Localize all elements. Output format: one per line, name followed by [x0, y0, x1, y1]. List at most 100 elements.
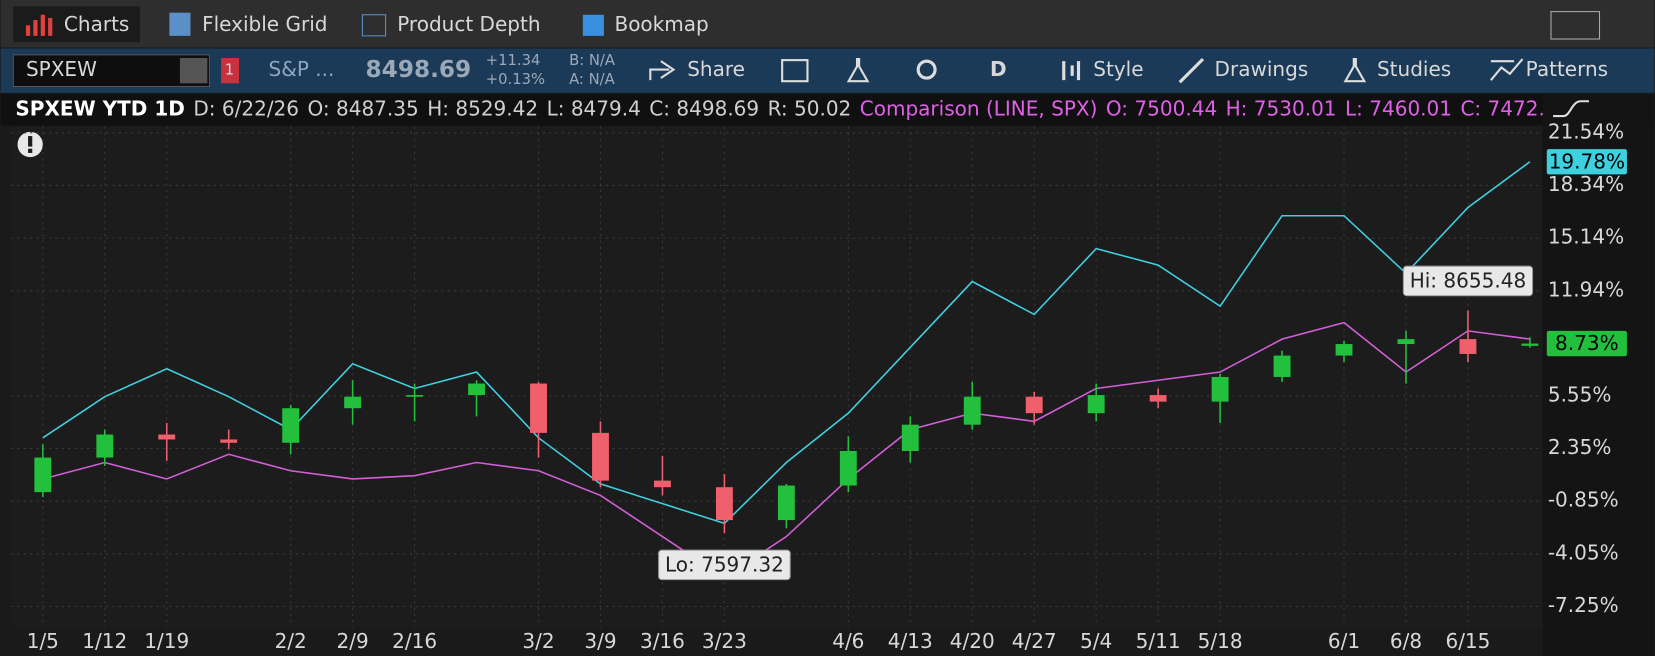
ask: A: N/A — [569, 71, 615, 88]
badge[interactable] — [221, 58, 239, 84]
y-tick-label: -0.85% — [1548, 488, 1619, 512]
candle-body — [654, 480, 671, 488]
y-tick-label: 11.94% — [1548, 277, 1624, 301]
candle-body — [901, 424, 919, 451]
tab[interactable]: Charts — [64, 12, 129, 36]
y-axis-panel — [1542, 93, 1655, 656]
header-field: O: 8487.35 — [307, 96, 418, 120]
drawings-icon — [1178, 57, 1205, 84]
tab[interactable]: Flexible Grid — [202, 12, 327, 36]
flask-icon[interactable] — [846, 58, 870, 83]
header-field: C: 8498.69 — [649, 96, 759, 120]
last-price: 8498.69 — [366, 56, 472, 83]
header-field: L: 7460.01 — [1345, 96, 1452, 120]
y-tick-label: 21.54% — [1548, 119, 1624, 143]
bid: B: N/A — [569, 52, 615, 69]
candle-body — [1087, 395, 1105, 414]
x-tick-label: 4/6 — [832, 629, 864, 653]
annotation: Hi: 8655.48 — [1410, 269, 1527, 293]
candle-body — [1521, 343, 1539, 346]
symbol-box[interactable] — [12, 54, 210, 88]
patterns-icon — [1490, 58, 1524, 81]
header-field: L: 8479.4 — [547, 96, 641, 120]
price-tag — [1546, 330, 1627, 357]
candle-body — [1025, 396, 1043, 414]
tab-bar — [0, 0, 1655, 48]
candle-body — [592, 432, 609, 481]
candle-body — [530, 383, 547, 433]
depth-icon — [361, 14, 387, 37]
grid-icon — [169, 12, 191, 36]
scale-icon[interactable] — [1553, 100, 1589, 118]
candle-body — [158, 434, 176, 440]
candle-body — [1149, 395, 1167, 402]
toolbar — [0, 48, 1655, 93]
window-box[interactable] — [1550, 11, 1601, 40]
y-tick-label: -7.25% — [1548, 593, 1619, 617]
x-tick-label: 3/16 — [640, 629, 685, 653]
candle-body — [715, 487, 733, 521]
button[interactable]: Style — [1093, 57, 1143, 81]
studies-icon — [1343, 58, 1367, 83]
symbol[interactable]: SPXEW — [26, 57, 97, 81]
candle-body — [777, 485, 795, 521]
y-tick-label: 5.55% — [1548, 382, 1612, 406]
comparison-line — [42, 321, 1531, 579]
candle-body — [468, 383, 485, 396]
x-tick-label: 6/15 — [1445, 629, 1490, 653]
x-tick-label: 2/2 — [275, 629, 307, 653]
candle-body — [1335, 344, 1353, 356]
button[interactable]: D — [990, 57, 1007, 81]
settings-icon[interactable] — [916, 59, 937, 80]
symbol-dropdown[interactable] — [179, 58, 208, 84]
price-tag-label: 19.78% — [1549, 149, 1625, 173]
tab[interactable]: Product Depth — [397, 12, 540, 36]
x-tick-label: 5/4 — [1080, 629, 1112, 653]
y-tick-label: 15.14% — [1548, 225, 1624, 249]
charts-icon — [25, 14, 53, 36]
x-tick-label: 4/27 — [1012, 629, 1057, 653]
x-tick-label: 6/8 — [1390, 629, 1422, 653]
style-icon — [1062, 61, 1081, 81]
alert-dot — [28, 148, 33, 153]
header-field: Comparison (LINE, SPX) — [860, 96, 1098, 120]
y-tick-label: -4.05% — [1548, 540, 1619, 564]
header-field: H: 8529.42 — [427, 96, 538, 120]
header-field: O: 7500.44 — [1106, 96, 1217, 120]
annotation-box — [1402, 265, 1534, 297]
x-tick-label: 4/13 — [888, 629, 933, 653]
candle-body — [839, 450, 857, 486]
annotation-box — [658, 549, 791, 581]
header-field: D: 6/22/26 — [193, 96, 299, 120]
x-tick-label: 2/9 — [337, 629, 369, 653]
candle-body — [282, 408, 300, 443]
y-tick-label: 18.34% — [1548, 172, 1624, 196]
x-tick-label: 1/19 — [144, 629, 189, 653]
candle-body — [963, 396, 981, 425]
candle-body — [406, 395, 424, 397]
x-tick-label: 5/18 — [1198, 629, 1243, 653]
x-tick-label: 1/5 — [27, 629, 59, 653]
price-tag-label: 8.73% — [1555, 331, 1619, 355]
x-tick-label: 2/16 — [392, 629, 437, 653]
header-field: R: 50.02 — [768, 96, 852, 120]
info-icon[interactable] — [781, 59, 809, 83]
x-tick-label: 6/1 — [1328, 629, 1360, 653]
x-tick-label: 3/23 — [702, 629, 747, 653]
candle-body — [96, 434, 114, 458]
button[interactable]: Studies — [1377, 57, 1451, 81]
x-tick-label: 1/12 — [82, 629, 127, 653]
header-bar — [0, 93, 1655, 126]
tab[interactable]: Bookmap — [614, 12, 708, 36]
button[interactable]: Drawings — [1215, 57, 1309, 81]
price-tag — [1546, 149, 1627, 175]
y-tick-label: 2.35% — [1548, 435, 1612, 459]
badge-text: 1 — [225, 62, 234, 79]
button[interactable]: Patterns — [1526, 57, 1608, 81]
x-tick-label: 3/2 — [522, 629, 554, 653]
button[interactable]: Share — [687, 57, 745, 81]
x-tick-label: 5/11 — [1136, 629, 1181, 653]
x-tick-label: 3/9 — [584, 629, 616, 653]
candle-body — [1397, 339, 1415, 345]
